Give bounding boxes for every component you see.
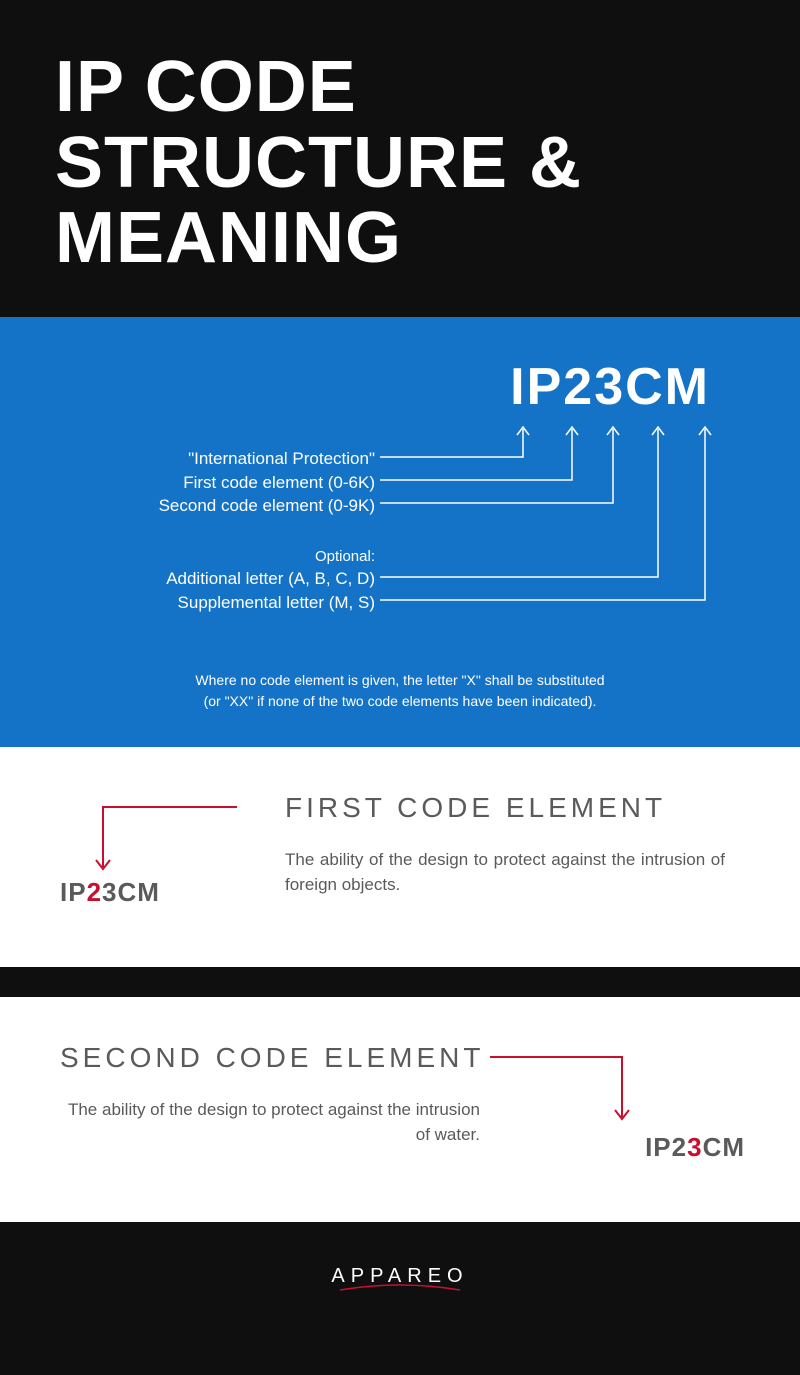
- second-element-heading: SECOND CODE ELEMENT: [60, 1042, 485, 1074]
- example-code: IP23CM: [510, 357, 745, 417]
- header-section: IP CODE STRUCTURE & MEANING: [0, 0, 800, 317]
- code-highlight-digit: 2: [87, 877, 102, 907]
- breakdown-arrows: [55, 417, 745, 647]
- first-element-arrow: [55, 787, 255, 887]
- second-element-arrow: [490, 1037, 670, 1137]
- footnote-line1: Where no code element is given, the lett…: [195, 672, 604, 688]
- code-breakdown-panel: IP23CM "International Protection" First …: [0, 317, 800, 747]
- code-prefix: IP2: [645, 1132, 687, 1162]
- brand-logo: APPAREO: [331, 1265, 468, 1288]
- footer: APPAREO: [0, 1222, 800, 1332]
- second-element-code: IP23CM: [645, 1132, 745, 1163]
- footnote-line2: (or "XX" if none of the two code element…: [204, 693, 597, 709]
- divider: [0, 967, 800, 997]
- first-element-body: The ability of the design to protect aga…: [285, 847, 725, 898]
- code-prefix: IP: [60, 877, 87, 907]
- brand-underline: [335, 1282, 465, 1294]
- code-suffix: CM: [703, 1132, 745, 1162]
- first-element-section: IP23CM FIRST CODE ELEMENT The ability of…: [0, 747, 800, 967]
- main-title: IP CODE STRUCTURE & MEANING: [55, 50, 745, 277]
- footnote: Where no code element is given, the lett…: [0, 670, 800, 712]
- code-highlight-digit: 3: [687, 1132, 702, 1162]
- second-element-body: The ability of the design to protect aga…: [60, 1097, 480, 1148]
- first-element-heading: FIRST CODE ELEMENT: [285, 792, 666, 824]
- first-element-code: IP23CM: [60, 877, 160, 908]
- code-suffix: 3CM: [102, 877, 160, 907]
- second-element-section: SECOND CODE ELEMENT The ability of the d…: [0, 997, 800, 1222]
